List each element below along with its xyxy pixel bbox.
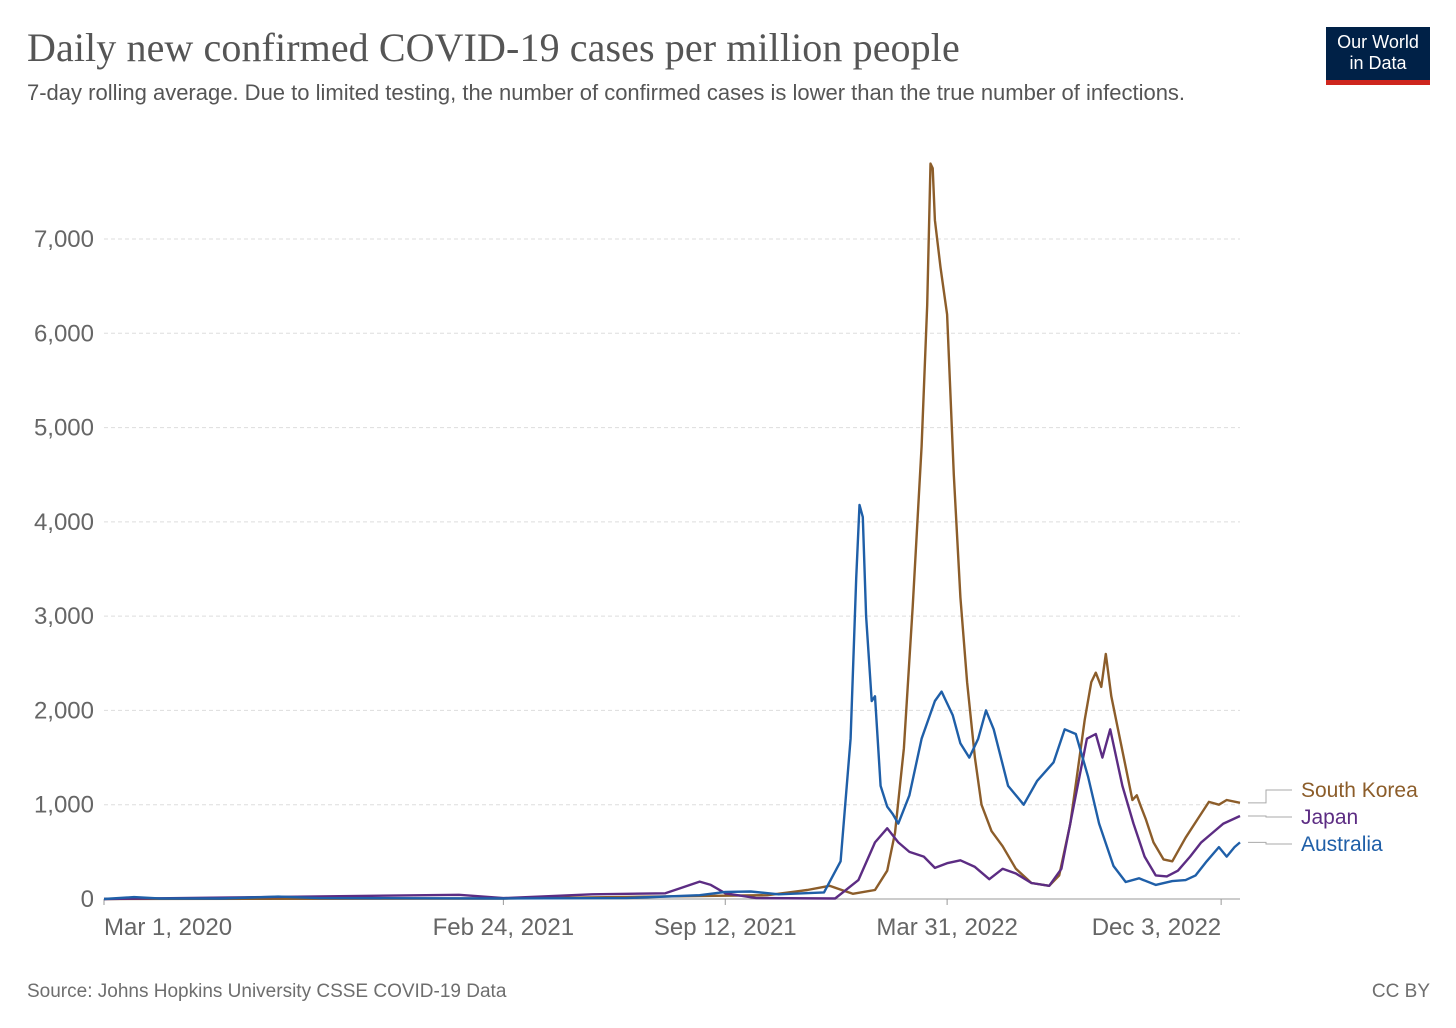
license-link[interactable]: CC BY: [1371, 981, 1430, 1002]
x-tick-label: Mar 1, 2020: [104, 914, 232, 941]
y-tick-label: 3,000: [34, 603, 94, 630]
gridlines: [104, 238, 1240, 806]
owid-logo[interactable]: Our World in Data: [1326, 27, 1430, 85]
source-note: Source: Johns Hopkins University CSSE CO…: [27, 981, 507, 1002]
y-tick-label: 2,000: [34, 697, 94, 724]
logo-line-1: Our World: [1337, 32, 1419, 52]
label-connector: [1248, 789, 1292, 804]
x-tick-label: Sep 12, 2021: [654, 914, 797, 941]
series-line-australia: [103, 503, 1241, 901]
series-label-japan: Japan: [1301, 806, 1358, 829]
y-axis-tick-labels: 0 1,000 2,000 3,000 4,000 5,000 6,000 7,000: [34, 226, 94, 913]
series-labels: South Korea Japan Australia: [1248, 779, 1418, 856]
x-tick-label: Feb 24, 2021: [433, 914, 574, 941]
y-tick-label: 1,000: [34, 792, 94, 819]
chart-subtitle: 7-day rolling average. Due to limited te…: [27, 80, 1186, 105]
series-label-south-korea: South Korea: [1301, 779, 1418, 802]
y-tick-label: 4,000: [34, 509, 94, 536]
y-tick-label: 7,000: [34, 226, 94, 253]
series-label-australia: Australia: [1301, 833, 1383, 856]
series-line-japan: [103, 728, 1241, 901]
y-tick-label: 0: [81, 886, 94, 913]
logo-line-2: in Data: [1349, 53, 1407, 73]
chart-title: Daily new confirmed COVID-19 cases per m…: [27, 25, 960, 70]
y-tick-label: 5,000: [34, 415, 94, 442]
x-tick-label: Mar 31, 2022: [876, 914, 1017, 941]
series-lines: [103, 162, 1241, 901]
x-tick-label: Dec 3, 2022: [1092, 914, 1221, 941]
y-tick-label: 6,000: [34, 320, 94, 347]
label-connector: [1248, 841, 1292, 845]
x-axis: Mar 1, 2020 Feb 24, 2021 Sep 12, 2021 Mar 3…: [103, 898, 1240, 941]
label-connector: [1248, 815, 1292, 818]
series-line-south-korea: [103, 162, 1241, 901]
